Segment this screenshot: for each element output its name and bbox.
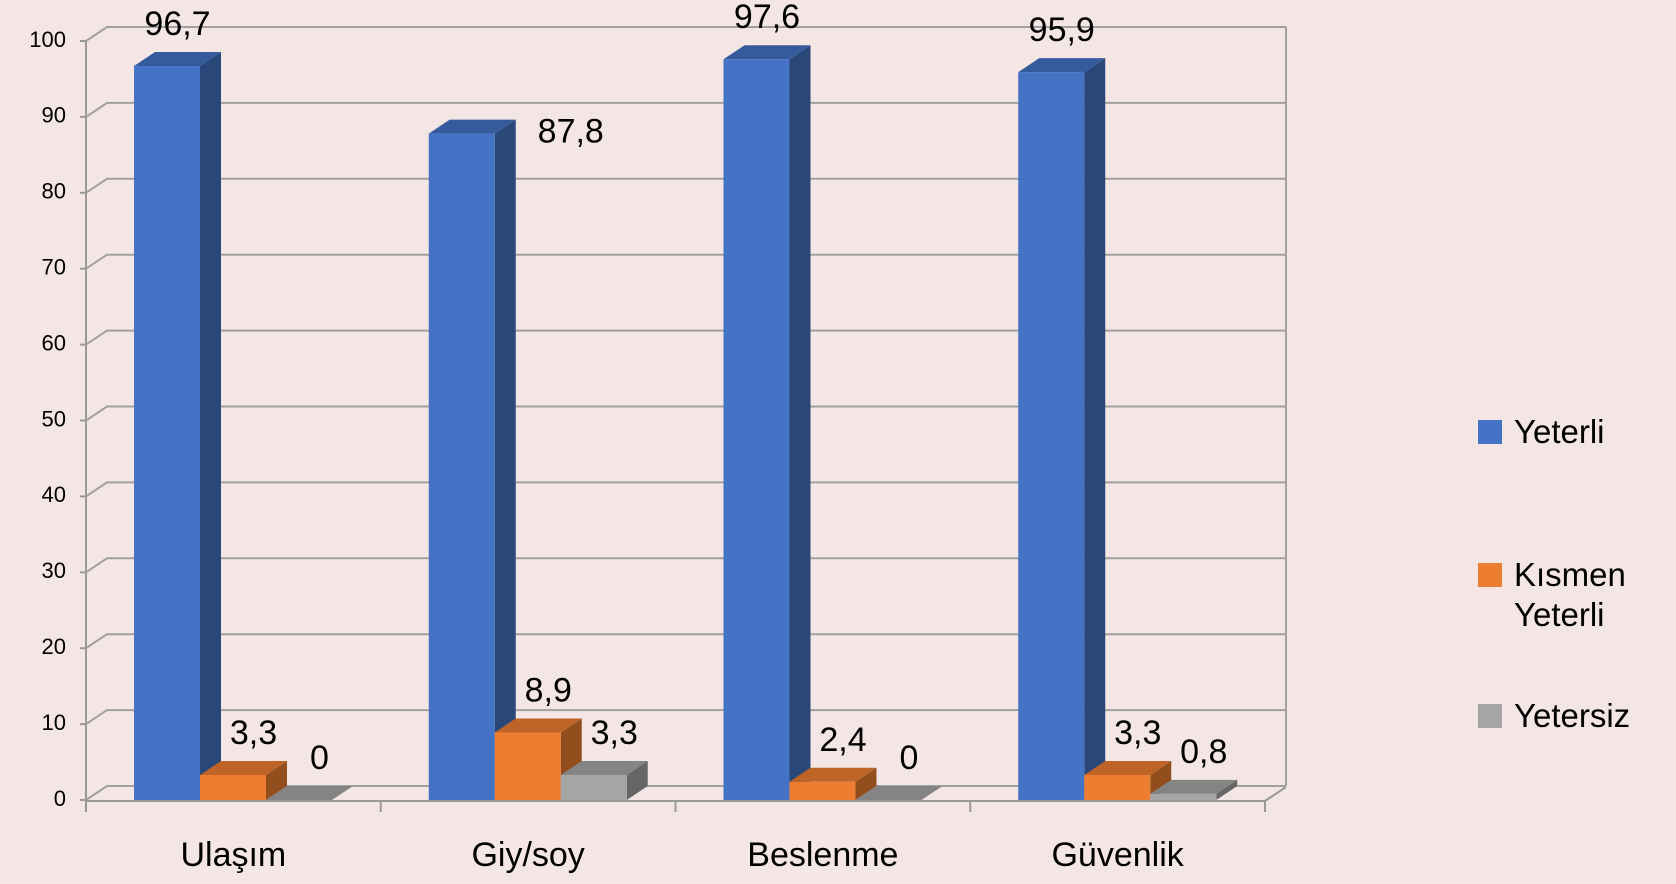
bar-side bbox=[789, 45, 811, 800]
y-tick-label: 50 bbox=[42, 406, 66, 431]
bar bbox=[723, 59, 790, 800]
x-tick-label: Ulaşım bbox=[180, 836, 286, 874]
value-label: 0 bbox=[900, 739, 919, 777]
y-tick-label: 10 bbox=[42, 710, 66, 735]
y-tick-label: 20 bbox=[42, 634, 66, 659]
bar-side bbox=[200, 52, 221, 801]
grid-line bbox=[85, 481, 1286, 498]
y-tick-label: 90 bbox=[42, 103, 66, 128]
bar-top bbox=[560, 760, 648, 775]
bar-side bbox=[1216, 779, 1238, 800]
legend-label: Yetersiz bbox=[1514, 697, 1631, 734]
x-tick-label: Beslenme bbox=[747, 836, 898, 874]
grid-line bbox=[85, 253, 1286, 270]
legend-swatch bbox=[1478, 704, 1502, 728]
bar bbox=[494, 732, 561, 800]
bar-top bbox=[428, 119, 516, 134]
bar-side bbox=[1084, 58, 1106, 800]
bar-side bbox=[494, 119, 516, 800]
bar-top bbox=[789, 767, 877, 782]
y-tick-label: 40 bbox=[42, 482, 66, 507]
bar-top bbox=[1018, 58, 1106, 73]
legend-item: Yetersiz bbox=[1478, 696, 1668, 736]
bar bbox=[560, 774, 627, 800]
x-tick-label: Güvenlik bbox=[1051, 836, 1184, 874]
grid-line bbox=[85, 101, 1286, 118]
value-label: 97,6 bbox=[734, 0, 800, 36]
legend-label: Yeterli bbox=[1514, 413, 1605, 450]
bar bbox=[789, 781, 856, 800]
value-label: 2,4 bbox=[819, 721, 866, 759]
grid-line bbox=[85, 709, 1286, 725]
x-tick-label: Giy/soy bbox=[471, 836, 584, 874]
grid-line bbox=[85, 26, 1286, 42]
floor-right bbox=[1264, 786, 1287, 802]
bar-side bbox=[855, 767, 877, 800]
legend-item: Yeterli bbox=[1478, 412, 1668, 452]
grid-line bbox=[85, 177, 1286, 194]
legend-swatch bbox=[1478, 563, 1502, 587]
grid-line bbox=[85, 557, 1286, 574]
bar-side bbox=[266, 760, 287, 800]
value-label: 87,8 bbox=[538, 113, 604, 151]
legend-swatch bbox=[1478, 420, 1502, 444]
grid-line bbox=[85, 329, 1286, 346]
legend-label: Kısmen Yeterli bbox=[1514, 556, 1626, 633]
bar bbox=[1150, 793, 1217, 800]
bar-top bbox=[1084, 760, 1172, 775]
bar-side bbox=[1150, 760, 1172, 800]
value-label: 96,7 bbox=[144, 5, 210, 43]
value-label: 8,9 bbox=[525, 671, 572, 709]
bar-top bbox=[1150, 779, 1238, 794]
value-label: 3,3 bbox=[1114, 714, 1161, 752]
bar-top bbox=[134, 52, 221, 67]
grid-line bbox=[85, 405, 1286, 422]
bar-top bbox=[266, 786, 353, 800]
y-tick-label: 80 bbox=[42, 179, 66, 204]
bar bbox=[428, 133, 495, 800]
value-label: 3,3 bbox=[230, 714, 277, 752]
bar bbox=[1018, 72, 1085, 800]
value-label: 0 bbox=[310, 739, 329, 777]
value-label: 95,9 bbox=[1029, 11, 1095, 49]
grid-line bbox=[85, 633, 1286, 650]
y-tick-label: 0 bbox=[54, 786, 66, 811]
y-tick-label: 70 bbox=[42, 255, 66, 280]
bar bbox=[134, 66, 200, 800]
value-label: 0,8 bbox=[1180, 733, 1227, 771]
value-label: 3,3 bbox=[591, 714, 638, 752]
bar-top bbox=[200, 760, 287, 775]
bar bbox=[200, 774, 266, 800]
legend-item: Kısmen Yeterli bbox=[1478, 555, 1668, 635]
bar-top bbox=[855, 786, 943, 800]
bar bbox=[1084, 774, 1151, 800]
bar-top bbox=[494, 718, 582, 733]
y-tick-label: 100 bbox=[29, 27, 66, 52]
y-tick-label: 60 bbox=[42, 330, 66, 355]
bar-side bbox=[626, 760, 648, 800]
bar-top bbox=[723, 45, 811, 60]
y-tick-label: 30 bbox=[42, 558, 66, 583]
